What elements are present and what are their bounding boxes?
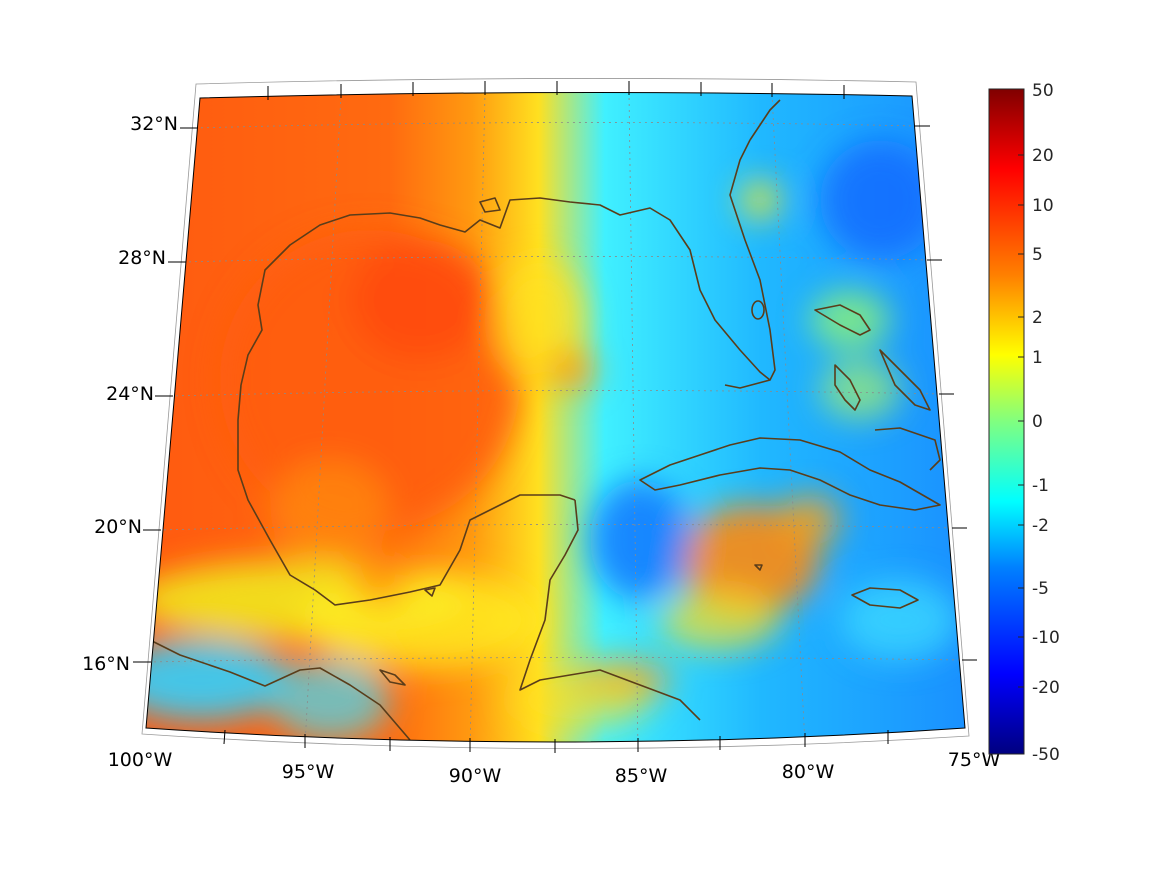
- colorbar-tick-label: 0: [1032, 412, 1043, 432]
- coastlines: [149, 99, 941, 741]
- colorbar-tick-label: -2: [1032, 516, 1049, 536]
- colorbar-tick-label: 5: [1032, 245, 1043, 265]
- colorbar-tick-label: 50: [1032, 81, 1054, 101]
- lon-label: 100°W: [108, 749, 173, 771]
- lon-label: 80°W: [782, 761, 835, 783]
- lon-label: 75°W: [948, 749, 1001, 771]
- colorbar-tick-label: -1: [1032, 476, 1049, 496]
- lat-label: 32°N: [130, 113, 178, 135]
- lat-label: 16°N: [82, 653, 130, 675]
- colorbar-tick-label: 2: [1032, 308, 1043, 328]
- map-frame: [133, 78, 977, 753]
- lon-label: 95°W: [282, 761, 335, 783]
- lat-label: 24°N: [106, 383, 154, 405]
- colorbar-tick-label: 20: [1032, 146, 1054, 166]
- colorbar: 50 20 10 5 2 1 0 -1 -2 -5 -10 -20 -50: [988, 81, 1060, 765]
- map-field: [146, 92, 965, 742]
- longitude-labels: 100°W 95°W 90°W 85°W 80°W 75°W: [108, 749, 1001, 787]
- colorbar-tick-label: -20: [1032, 678, 1060, 698]
- colorbar-tick-label: 10: [1032, 196, 1054, 216]
- lon-label: 85°W: [615, 765, 668, 787]
- latitude-labels: 32°N 28°N 24°N 20°N 16°N: [82, 113, 178, 675]
- lat-label: 28°N: [118, 247, 166, 269]
- colorbar-tick-label: 1: [1032, 348, 1043, 368]
- colorbar-tick-label: -50: [1032, 745, 1060, 765]
- colorbar-tick-label: -5: [1032, 579, 1049, 599]
- colorbar-tick-label: -10: [1032, 628, 1060, 648]
- lon-label: 90°W: [449, 765, 502, 787]
- lat-label: 20°N: [94, 516, 142, 538]
